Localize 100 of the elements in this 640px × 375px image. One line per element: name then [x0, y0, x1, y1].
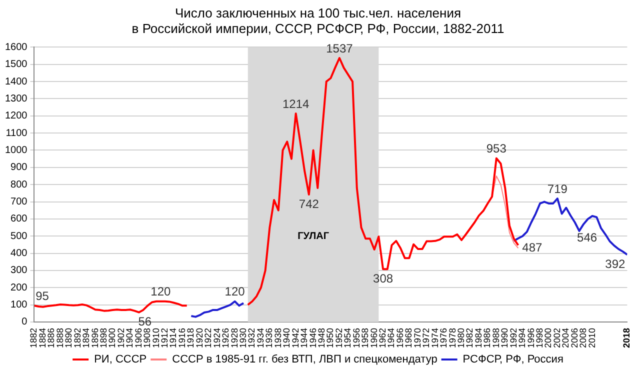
x-tick-label: 1916 [176, 328, 187, 348]
x-tick-label: 1982 [464, 328, 475, 348]
x-tick-label: 1920 [194, 328, 204, 348]
annotation: 95 [36, 288, 50, 303]
x-tick-label: 1964 [386, 328, 396, 348]
x-tick-label: 1952 [334, 328, 344, 348]
x-tick-label: 1898 [98, 328, 108, 348]
x-tick-label: 1992 [508, 328, 518, 348]
x-tick-label: 2018 [622, 328, 632, 348]
annotation: 1537 [326, 41, 354, 56]
y-tick-label: 600 [10, 214, 28, 225]
text: Число заключенных на 100 тыс.чел. населения [174, 5, 462, 20]
x-tick-label: 1908 [142, 328, 152, 348]
x-tick-label: 2004 [560, 328, 571, 348]
x-tick-label: 1912 [160, 328, 170, 348]
x-tick-label: 1918 [186, 328, 196, 348]
x-tick-label: 1932 [246, 328, 257, 348]
x-tick-label: 1980 [456, 328, 466, 348]
y-tick-label: 1500 [4, 59, 28, 70]
annotation: 546 [577, 230, 598, 245]
x-tick-label: 1938 [272, 328, 283, 348]
annotation: 742 [298, 196, 320, 211]
x-tick-label: 1990 [500, 328, 510, 348]
x-tick-label: 1884 [37, 328, 48, 348]
x-tick-label: 2006 [569, 328, 580, 348]
x-tick-label: 2008 [578, 328, 588, 348]
text: в Российской империи, СССР, РСФСР, РФ, России, 1882-2011 [132, 20, 504, 36]
x-tick-label: 1968 [404, 328, 414, 348]
y-tick-label: 1600 [4, 42, 28, 53]
annotation: 120 [224, 284, 246, 299]
legend-label: РИ, СССР [94, 354, 147, 366]
x-tick-label: 1966 [394, 328, 405, 348]
y-tick-label: 0 [22, 316, 28, 328]
x-tick-label: 1960 [368, 328, 379, 348]
x-tick-label: 1888 [54, 328, 65, 348]
x-tick-label: 2002 [552, 328, 562, 348]
x-tick-label: 1970 [412, 328, 422, 348]
x-tick-label: 2010 [586, 328, 597, 348]
annotation: 487 [522, 240, 543, 255]
annotation: 308 [373, 271, 394, 286]
x-tick-label: 1904 [124, 328, 135, 348]
y-tick-label: 400 [10, 248, 28, 260]
annotation: 392 [605, 256, 626, 271]
y-tick-label: 1200 [4, 110, 28, 122]
x-tick-label: 1998 [534, 328, 544, 348]
y-tick-label: 500 [10, 230, 28, 242]
x-tick-label: 1974 [430, 328, 440, 348]
x-tick-label: 1988 [490, 328, 501, 348]
y-tick-label: 900 [10, 162, 28, 174]
legend-label: РСФСР, РФ, Россия [462, 354, 564, 366]
x-tick-label: 1926 [220, 328, 231, 348]
y-tick-label: 700 [10, 196, 28, 208]
x-tick-label: 1944 [299, 328, 310, 348]
x-tick-label: 1930 [238, 328, 248, 348]
y-tick-label: 1000 [4, 144, 28, 156]
annotation: 120 [150, 284, 172, 299]
x-tick-label: 1910 [150, 328, 161, 348]
x-tick-label: 1914 [168, 328, 178, 348]
x-tick-label: 1934 [255, 328, 266, 348]
y-tick-label: 100 [10, 300, 28, 311]
y-tick-label: 800 [10, 179, 28, 190]
x-tick-label: 1956 [351, 328, 362, 348]
x-tick-label: 1954 [342, 328, 353, 348]
x-tick-label: 1962 [378, 328, 388, 348]
x-tick-label: 1942 [290, 328, 300, 348]
x-tick-label: 1958 [360, 328, 370, 348]
x-tick-label: 1986 [482, 328, 492, 348]
x-tick-label: 1936 [264, 328, 274, 348]
y-tick-label: 1300 [4, 93, 28, 104]
x-tick-label: 1972 [421, 328, 432, 348]
x-tick-label: 1900 [107, 328, 118, 348]
legend-label: СССР в 1985-91 гг. без ВТП, ЛВП и спецкомендатур [172, 354, 438, 366]
x-tick-label: 1984 [473, 328, 484, 348]
x-tick-label: 1928 [229, 328, 240, 348]
y-tick-label: 1100 [6, 128, 28, 139]
x-tick-label: 1894 [81, 328, 92, 348]
x-tick-label: 2000 [543, 328, 554, 348]
x-tick-label: 1906 [133, 328, 144, 348]
x-tick-label: 1886 [46, 328, 56, 348]
y-tick-label: 1400 [4, 76, 28, 88]
band-label: ГУЛАГ [298, 230, 330, 242]
x-tick-label: 1896 [90, 328, 100, 348]
x-tick-label: 1890 [64, 328, 74, 348]
y-tick-label: 300 [10, 265, 28, 276]
x-tick-label: 1882 [28, 328, 39, 348]
annotation: 719 [547, 182, 568, 196]
x-tick-label: 1948 [316, 328, 326, 348]
x-tick-label: 1892 [72, 328, 82, 348]
x-tick-label: 1976 [438, 328, 449, 348]
x-tick-label: 1922 [203, 328, 214, 348]
x-tick-label: 1946 [308, 328, 318, 348]
y-tick-label: 200 [10, 282, 28, 294]
annotation: 953 [486, 142, 507, 156]
x-tick-label: 1996 [526, 328, 536, 348]
x-tick-label: 1978 [447, 328, 458, 348]
x-tick-label: 1950 [325, 328, 336, 348]
annotation: 1214 [282, 96, 310, 111]
x-tick-label: 1924 [212, 328, 222, 348]
x-tick-label: 1940 [282, 328, 292, 348]
x-tick-label: 1902 [116, 328, 126, 348]
